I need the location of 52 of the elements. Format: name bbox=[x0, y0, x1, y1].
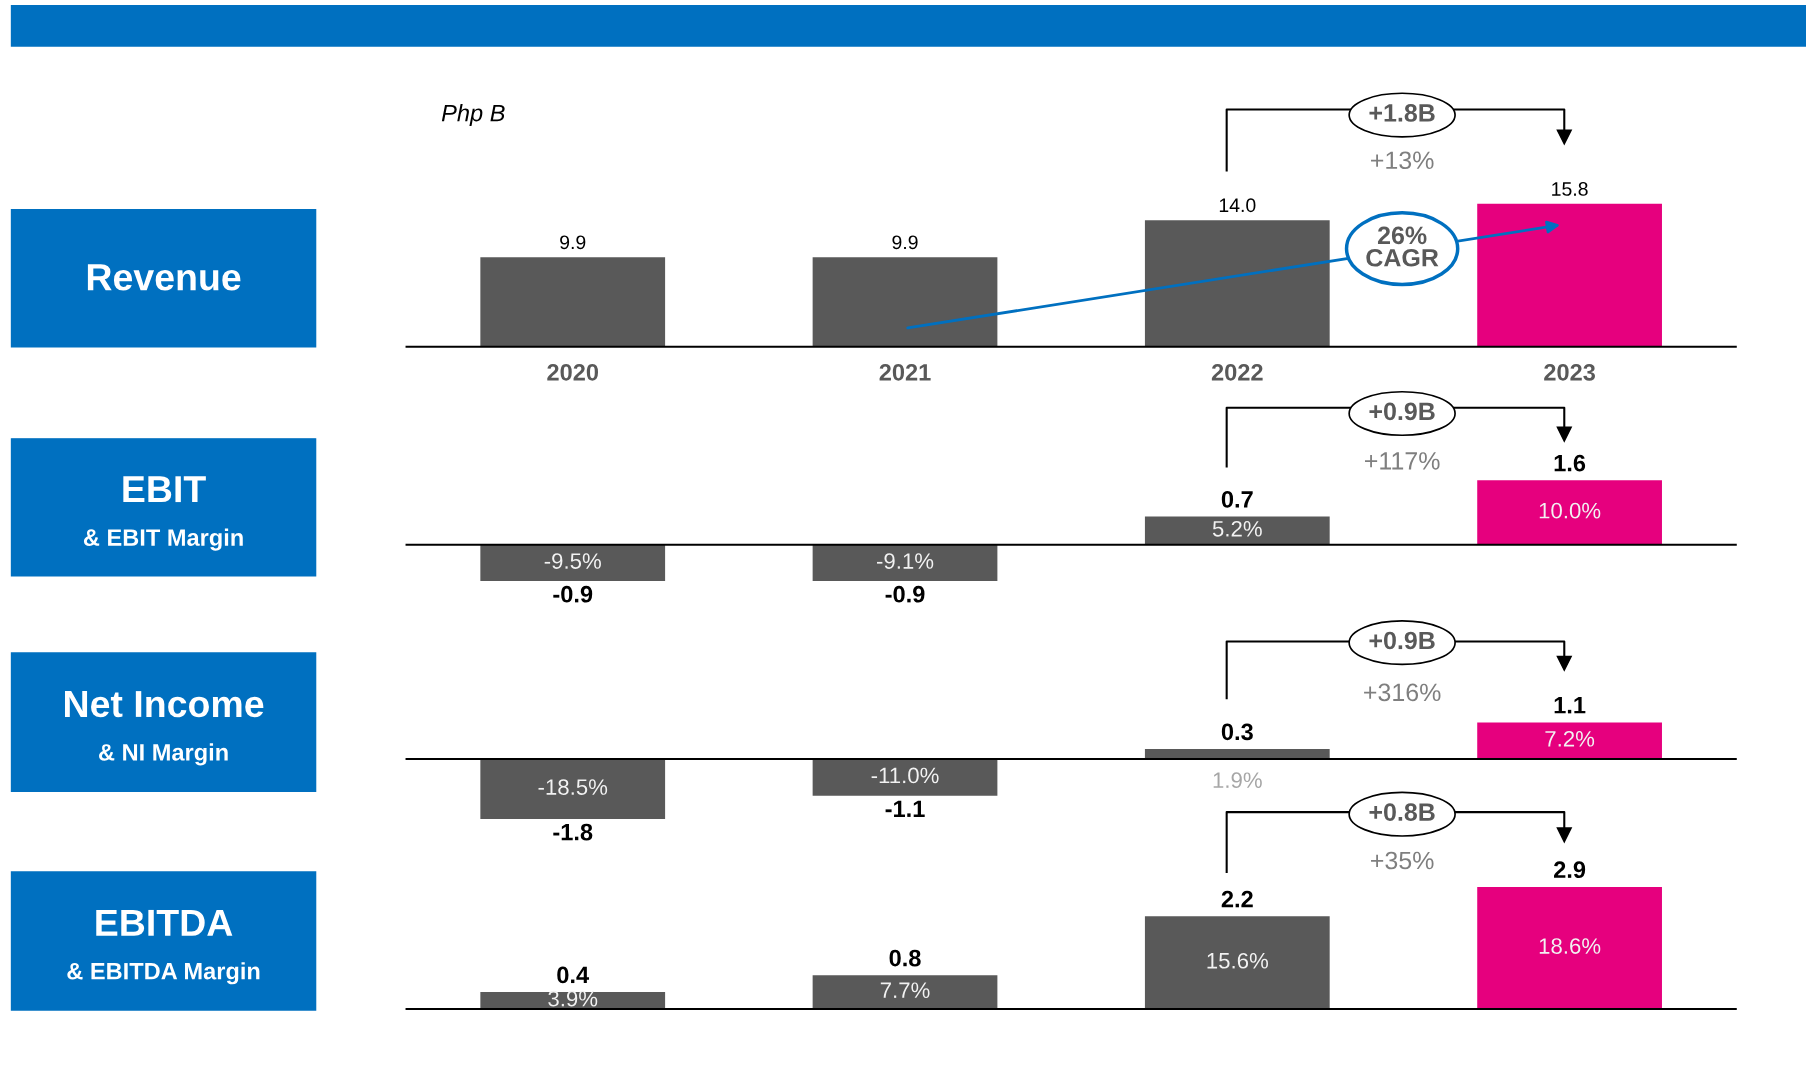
annotation: 3.9% bbox=[548, 990, 598, 1007]
annotation: -9.5% bbox=[544, 553, 601, 569]
annotation: -18.5% bbox=[538, 779, 608, 795]
data-label: 0.8 bbox=[889, 949, 921, 967]
data-label: 9.9 bbox=[560, 235, 586, 250]
text: +1.8B bbox=[1369, 104, 1435, 122]
annotation: +0.8B bbox=[1369, 803, 1435, 821]
data-label: -0.9 bbox=[885, 585, 925, 603]
annotation: -11.0% bbox=[871, 767, 939, 784]
annotation: 1.9% bbox=[1213, 772, 1262, 789]
text: & EBITDA Margin bbox=[67, 962, 260, 985]
text: Revenue bbox=[87, 264, 241, 291]
data-label: -0.9 bbox=[553, 585, 593, 603]
data-label: 14.0 bbox=[1219, 198, 1256, 213]
data-label: 0.4 bbox=[557, 966, 590, 984]
annotation: 26% CAGR bbox=[1366, 226, 1439, 267]
annotation: 7.7% bbox=[880, 982, 930, 998]
data-label: 1.1 bbox=[1554, 697, 1586, 714]
text: Php B bbox=[441, 104, 505, 127]
chart-title: Net Income bbox=[65, 691, 264, 718]
chart-title: EBIT bbox=[123, 476, 206, 503]
text: & NI Margin bbox=[99, 743, 228, 766]
data-label: -1.8 bbox=[553, 823, 593, 841]
text: +0.9B bbox=[1369, 631, 1435, 650]
data-label: 9.9 bbox=[892, 235, 918, 250]
text: +0.9B bbox=[1369, 402, 1435, 421]
data-label: 2.9 bbox=[1554, 861, 1586, 879]
data-label: 1.6 bbox=[1554, 454, 1586, 472]
x-tick-label: 2021 bbox=[879, 363, 931, 381]
data-label: 2.2 bbox=[1221, 890, 1253, 908]
annotation: 18.6% bbox=[1539, 938, 1601, 954]
data-label: 0.7 bbox=[1221, 491, 1253, 508]
chart-title: EBITDA bbox=[96, 909, 233, 936]
text: +13% bbox=[1371, 151, 1434, 170]
annotation: 5.2% bbox=[1212, 520, 1262, 537]
annotation: -9.1% bbox=[876, 553, 934, 569]
annotation: 7.2% bbox=[1545, 730, 1595, 747]
bar bbox=[1144, 916, 1330, 1009]
text: +117% bbox=[1365, 452, 1440, 470]
data-label: 0.3 bbox=[1221, 723, 1253, 741]
annotation: 10.0% bbox=[1539, 502, 1601, 519]
bar bbox=[812, 975, 998, 1009]
data-label: -1.1 bbox=[885, 800, 925, 817]
bar bbox=[1477, 886, 1662, 1009]
annotation: 15.6% bbox=[1207, 952, 1269, 969]
text: +35% bbox=[1371, 851, 1434, 870]
x-tick-label: 2023 bbox=[1544, 363, 1596, 381]
data-label: 15.8 bbox=[1552, 182, 1588, 196]
text: & EBIT Margin bbox=[83, 528, 243, 551]
x-tick-label: 2022 bbox=[1211, 363, 1263, 381]
x-tick-label: 2020 bbox=[547, 363, 599, 381]
text: +316% bbox=[1364, 683, 1441, 702]
